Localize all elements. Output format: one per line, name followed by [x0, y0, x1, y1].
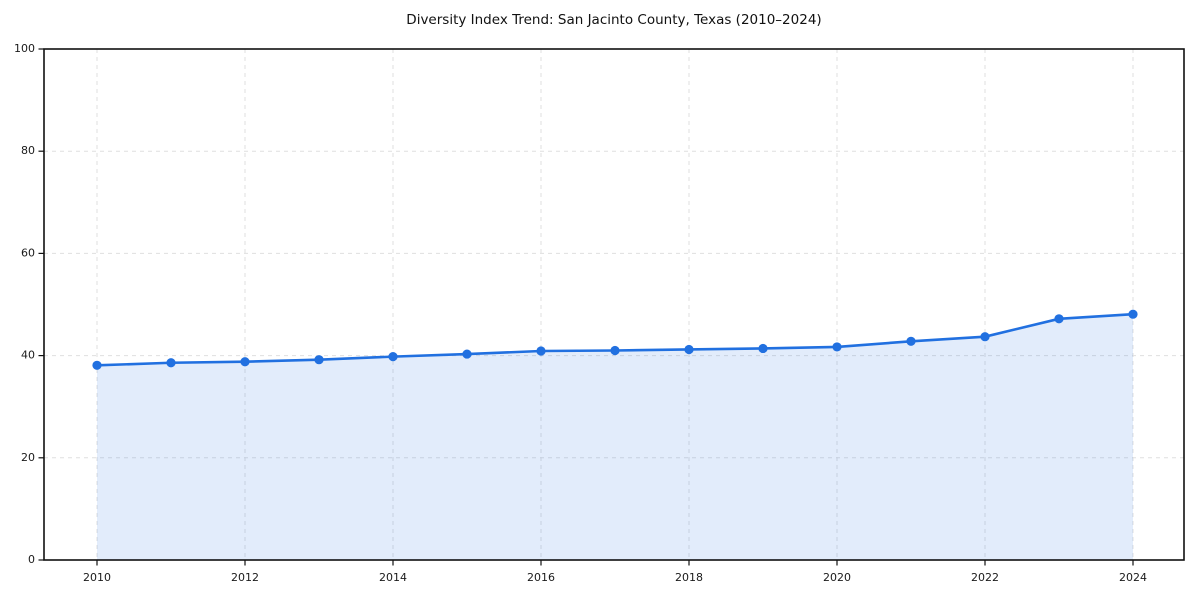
data-point-marker — [684, 344, 694, 355]
data-point-marker — [610, 345, 620, 356]
data-point-marker — [832, 342, 842, 352]
x-tick-label: 2024 — [1119, 571, 1147, 584]
y-tick-label: 0 — [28, 553, 35, 566]
chart-title: Diversity Index Trend: San Jacinto Count… — [406, 12, 822, 28]
y-tick-label: 40 — [21, 349, 35, 362]
data-point-marker — [314, 355, 324, 365]
data-point-marker — [240, 357, 250, 367]
x-tick-label: 2016 — [527, 571, 555, 584]
data-point-marker — [388, 352, 398, 362]
y-tick-label: 100 — [14, 42, 35, 55]
y-tick-label: 20 — [21, 451, 35, 464]
x-tick-label: 2010 — [83, 571, 111, 584]
y-tick-label: 60 — [21, 246, 35, 259]
data-point-marker — [980, 332, 990, 342]
x-tick-label: 2022 — [971, 571, 999, 584]
x-tick-label: 2020 — [823, 571, 851, 584]
area-fill — [97, 314, 1133, 560]
data-point-marker — [536, 346, 546, 356]
data-point-marker — [758, 343, 768, 354]
y-tick-label: 80 — [21, 144, 35, 157]
x-tick-label: 2012 — [231, 571, 259, 584]
x-tick-label: 2014 — [379, 571, 407, 584]
data-point-marker — [92, 360, 102, 370]
plot-border — [43, 48, 1185, 561]
data-point-marker — [166, 358, 176, 368]
x-tick-label: 2018 — [675, 571, 703, 584]
data-point-marker — [1128, 309, 1138, 319]
data-point-marker — [1054, 314, 1064, 324]
data-point-marker — [906, 336, 916, 346]
data-point-marker — [462, 349, 472, 359]
